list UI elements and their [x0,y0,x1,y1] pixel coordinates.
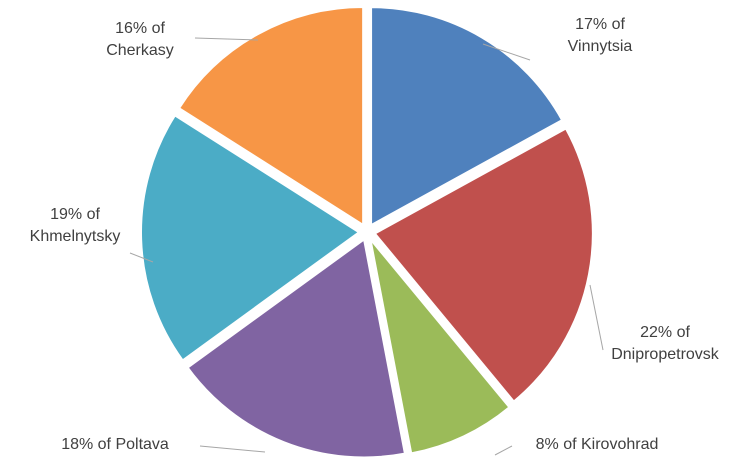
data-label: 16% of Cherkasy [106,20,174,59]
leader-line [589,284,604,351]
pie-slice [177,5,365,227]
leader-line [494,445,513,456]
leader-line [129,252,154,263]
pie-slice [140,114,361,362]
leader-line [194,37,259,41]
data-label: 22% of Dnipropetrovsk [611,324,719,363]
data-label: 8% of Kirovohrad [535,436,659,453]
pie-slice [373,127,594,403]
data-label: 19% of Khmelnytsky [29,206,121,245]
pie-slice [186,237,407,459]
leader-line [199,445,266,453]
leader-line [482,43,531,61]
data-label: 17% of Vinnytsia [567,16,633,55]
pie-slice [370,6,564,227]
pie-slice [369,238,511,455]
data-label: 18% of Poltava [61,436,169,453]
